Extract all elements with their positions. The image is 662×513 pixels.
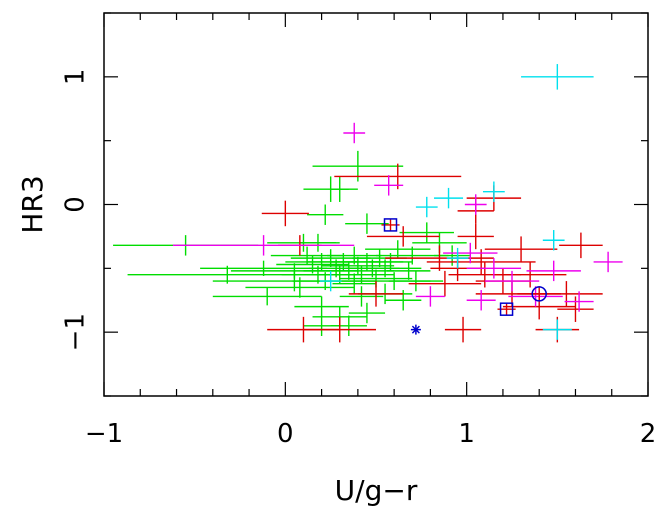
x-tick-label: −1 xyxy=(85,419,123,449)
data-point xyxy=(399,222,454,243)
x-tick-label: 2 xyxy=(640,419,657,449)
data-point xyxy=(172,235,355,256)
data-point xyxy=(542,230,565,251)
y-tick-label: 0 xyxy=(61,196,91,213)
x-axis-label: U/g−r xyxy=(335,474,418,507)
data-point xyxy=(303,261,395,280)
data-point xyxy=(493,261,567,288)
marker-circle xyxy=(517,286,561,302)
data-point xyxy=(261,200,309,227)
data-point xyxy=(388,270,444,292)
data-point xyxy=(484,236,558,262)
data-point xyxy=(542,319,572,340)
data-point xyxy=(212,270,376,292)
data-point xyxy=(212,287,322,306)
series-magenta xyxy=(172,122,623,312)
data-point xyxy=(319,270,342,292)
marker-square xyxy=(497,302,516,316)
data-point xyxy=(348,302,386,324)
data-point xyxy=(343,122,366,144)
data-point xyxy=(374,175,404,196)
data-point xyxy=(330,176,349,202)
data-point xyxy=(443,242,498,264)
data-point xyxy=(559,232,603,259)
y-tick-label: 1 xyxy=(61,69,91,86)
data-point xyxy=(385,245,494,271)
data-point xyxy=(434,187,464,209)
data-point xyxy=(385,290,422,311)
data-point xyxy=(307,204,344,225)
data-point xyxy=(366,226,440,247)
asterisk-stroke xyxy=(411,325,420,334)
data-point xyxy=(200,260,328,276)
data-point xyxy=(444,316,482,343)
data-point xyxy=(482,181,505,202)
series-red xyxy=(261,163,603,343)
plot-area xyxy=(113,64,623,343)
data-point xyxy=(386,261,431,280)
circle-marker xyxy=(531,286,547,302)
x-tick-label: 0 xyxy=(277,419,294,449)
special-markers xyxy=(381,218,561,335)
data-point xyxy=(332,273,376,294)
data-point xyxy=(415,196,438,218)
data-point xyxy=(415,286,445,307)
data-point xyxy=(457,223,494,250)
data-point xyxy=(368,253,413,271)
data-point xyxy=(557,296,594,322)
data-point xyxy=(521,64,594,90)
square-marker xyxy=(499,302,514,316)
marker-asterisk xyxy=(410,324,421,335)
data-point xyxy=(466,258,522,279)
data-point xyxy=(593,251,623,273)
data-point xyxy=(464,194,487,215)
x-tick-label: 1 xyxy=(458,419,475,449)
data-point xyxy=(466,290,496,311)
data-point xyxy=(564,291,594,312)
series-cyan xyxy=(319,64,594,340)
data-point xyxy=(345,213,389,234)
data-point xyxy=(245,277,355,298)
data-point xyxy=(339,286,384,307)
data-point xyxy=(348,281,404,307)
data-point xyxy=(303,315,340,336)
data-point xyxy=(526,260,581,282)
marker-square xyxy=(381,218,400,232)
plot-frame xyxy=(103,12,649,397)
data-point xyxy=(321,256,395,275)
y-tick-label: −1 xyxy=(61,313,91,351)
data-point xyxy=(446,247,469,269)
data-point xyxy=(303,316,376,343)
data-point xyxy=(299,233,337,252)
data-point xyxy=(508,286,563,307)
data-point xyxy=(294,296,349,317)
series-green xyxy=(113,150,471,336)
square-marker xyxy=(383,218,398,232)
data-point xyxy=(484,270,540,292)
axes: −1 0 1 2 −1 0 1 xyxy=(61,12,657,449)
y-axis-label: HR3 xyxy=(16,175,49,233)
data-point xyxy=(408,270,482,297)
